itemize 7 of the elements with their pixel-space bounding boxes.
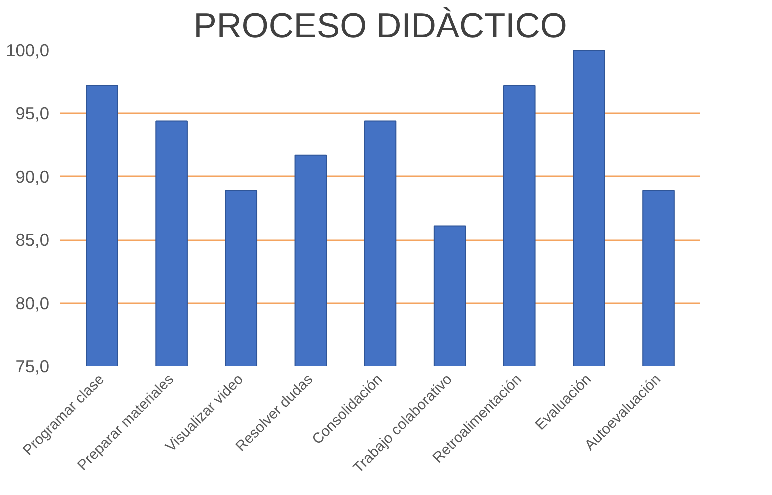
y-tick-label: 80,0	[16, 293, 50, 314]
y-tick-label: 100,0	[6, 40, 50, 60]
y-tick-label: 75,0	[16, 356, 50, 376]
y-tick-label: 90,0	[16, 166, 50, 187]
y-tick-label: 85,0	[16, 230, 50, 250]
chart-title: PROCESO DIDÀCTICO	[194, 6, 568, 46]
y-tick-label: 95,0	[16, 104, 50, 124]
